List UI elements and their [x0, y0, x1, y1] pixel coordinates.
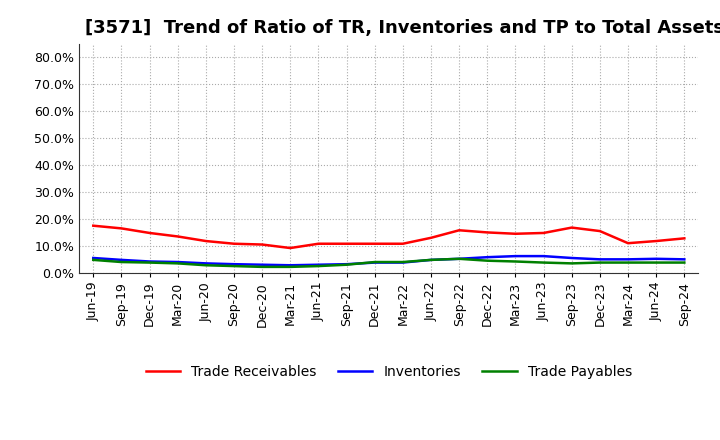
Inventories: [370, 260, 379, 265]
Line: Trade Receivables: Trade Receivables: [94, 226, 684, 248]
Trade Receivables: [230, 241, 238, 246]
Trade Payables: [370, 260, 379, 265]
Trade Receivables: [567, 225, 576, 230]
Inventories: [624, 257, 632, 262]
Legend: Trade Receivables, Inventories, Trade Payables: Trade Receivables, Inventories, Trade Pa…: [140, 360, 637, 385]
Trade Receivables: [314, 241, 323, 246]
Trade Receivables: [370, 241, 379, 246]
Inventories: [286, 263, 294, 268]
Text: [3571]  Trend of Ratio of TR, Inventories and TP to Total Assets: [3571] Trend of Ratio of TR, Inventories…: [86, 19, 720, 37]
Inventories: [230, 261, 238, 267]
Inventories: [539, 253, 548, 259]
Trade Receivables: [427, 235, 436, 240]
Trade Payables: [427, 257, 436, 263]
Trade Payables: [511, 259, 520, 264]
Trade Receivables: [539, 230, 548, 235]
Inventories: [314, 262, 323, 268]
Inventories: [483, 255, 492, 260]
Inventories: [595, 257, 604, 262]
Inventories: [427, 257, 436, 263]
Inventories: [145, 259, 154, 264]
Trade Payables: [314, 264, 323, 269]
Trade Receivables: [624, 241, 632, 246]
Trade Receivables: [258, 242, 266, 247]
Trade Payables: [624, 260, 632, 265]
Trade Receivables: [117, 226, 126, 231]
Trade Payables: [483, 258, 492, 263]
Inventories: [567, 255, 576, 260]
Trade Payables: [680, 260, 688, 265]
Trade Payables: [89, 257, 98, 263]
Trade Receivables: [680, 236, 688, 241]
Trade Payables: [567, 261, 576, 266]
Inventories: [680, 257, 688, 262]
Trade Payables: [174, 261, 182, 266]
Trade Receivables: [399, 241, 408, 246]
Trade Payables: [258, 264, 266, 270]
Trade Receivables: [652, 238, 660, 244]
Trade Payables: [145, 260, 154, 265]
Trade Payables: [286, 264, 294, 270]
Line: Trade Payables: Trade Payables: [94, 259, 684, 267]
Inventories: [342, 261, 351, 267]
Inventories: [174, 260, 182, 265]
Inventories: [511, 253, 520, 259]
Trade Payables: [230, 264, 238, 269]
Trade Payables: [595, 260, 604, 265]
Trade Payables: [539, 260, 548, 265]
Trade Payables: [202, 263, 210, 268]
Trade Payables: [117, 260, 126, 265]
Inventories: [89, 255, 98, 260]
Inventories: [455, 256, 464, 261]
Trade Payables: [455, 256, 464, 261]
Inventories: [258, 262, 266, 268]
Trade Receivables: [483, 230, 492, 235]
Line: Inventories: Inventories: [94, 256, 684, 265]
Trade Payables: [342, 262, 351, 268]
Trade Receivables: [202, 238, 210, 244]
Trade Receivables: [595, 228, 604, 234]
Trade Receivables: [145, 230, 154, 235]
Trade Payables: [652, 260, 660, 265]
Trade Receivables: [174, 234, 182, 239]
Inventories: [399, 260, 408, 265]
Inventories: [202, 261, 210, 266]
Inventories: [652, 256, 660, 261]
Trade Receivables: [511, 231, 520, 236]
Trade Receivables: [342, 241, 351, 246]
Trade Receivables: [89, 223, 98, 228]
Trade Receivables: [455, 227, 464, 233]
Trade Payables: [399, 260, 408, 265]
Inventories: [117, 257, 126, 263]
Trade Receivables: [286, 246, 294, 251]
